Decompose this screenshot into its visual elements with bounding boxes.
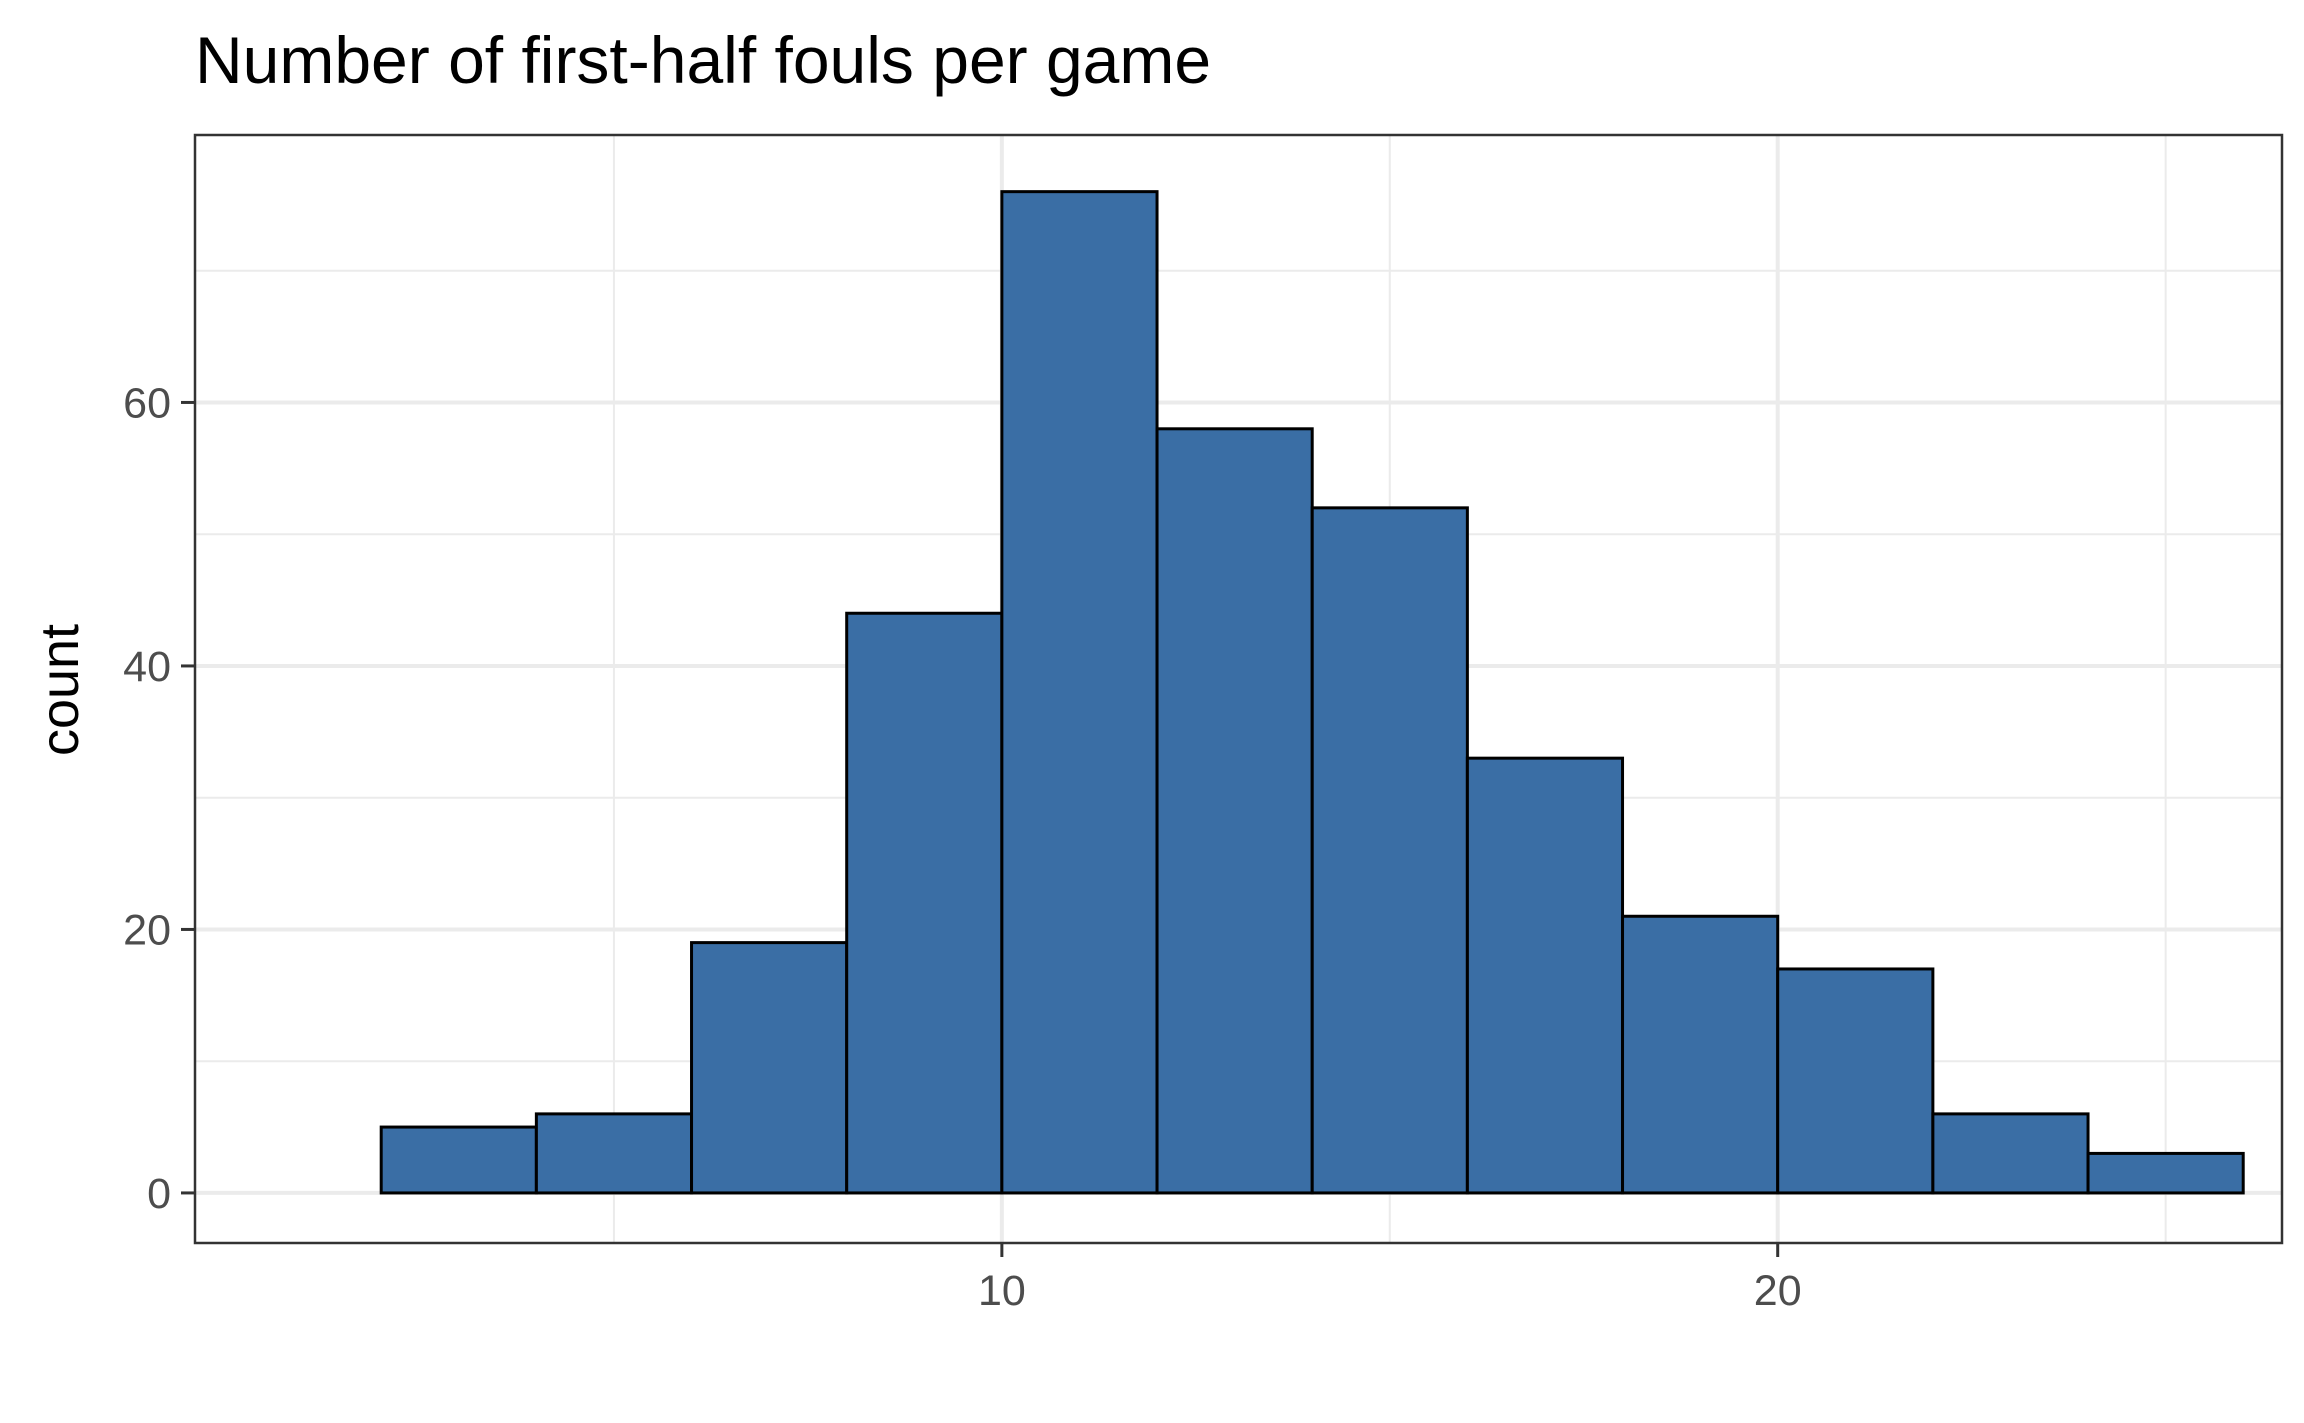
x-tick-label: 10 — [978, 1267, 1026, 1315]
panel-border — [193, 133, 2284, 1245]
histogram-bar-12 — [2086, 1151, 2245, 1195]
histogram-bar-11 — [1931, 1112, 2090, 1195]
y-tick-label: 0 — [147, 1170, 171, 1218]
histogram-bar-5 — [1000, 190, 1159, 1195]
chart-title: Number of first-half fouls per game — [195, 23, 1211, 97]
histogram-bar-2 — [534, 1112, 694, 1195]
histogram-bar-6 — [1155, 427, 1314, 1195]
bars — [379, 190, 2245, 1195]
y-axis-label: count — [30, 624, 90, 756]
histogram-bar-9 — [1621, 914, 1780, 1195]
y-tick-label: 20 — [123, 906, 171, 954]
x-tick-label: 20 — [1754, 1267, 1802, 1315]
y-tick-label: 40 — [123, 643, 171, 691]
histogram-bar-7 — [1310, 506, 1469, 1195]
histogram-bar-1 — [379, 1125, 538, 1195]
histogram-bar-4 — [845, 611, 1004, 1195]
histogram-bar-10 — [1776, 967, 1935, 1195]
histogram-bar-3 — [690, 941, 849, 1195]
y-tick-label: 60 — [123, 379, 171, 427]
axis-ticks: 0 20 40 60 10 20 — [123, 379, 1801, 1315]
histogram-bar-8 — [1465, 756, 1625, 1195]
